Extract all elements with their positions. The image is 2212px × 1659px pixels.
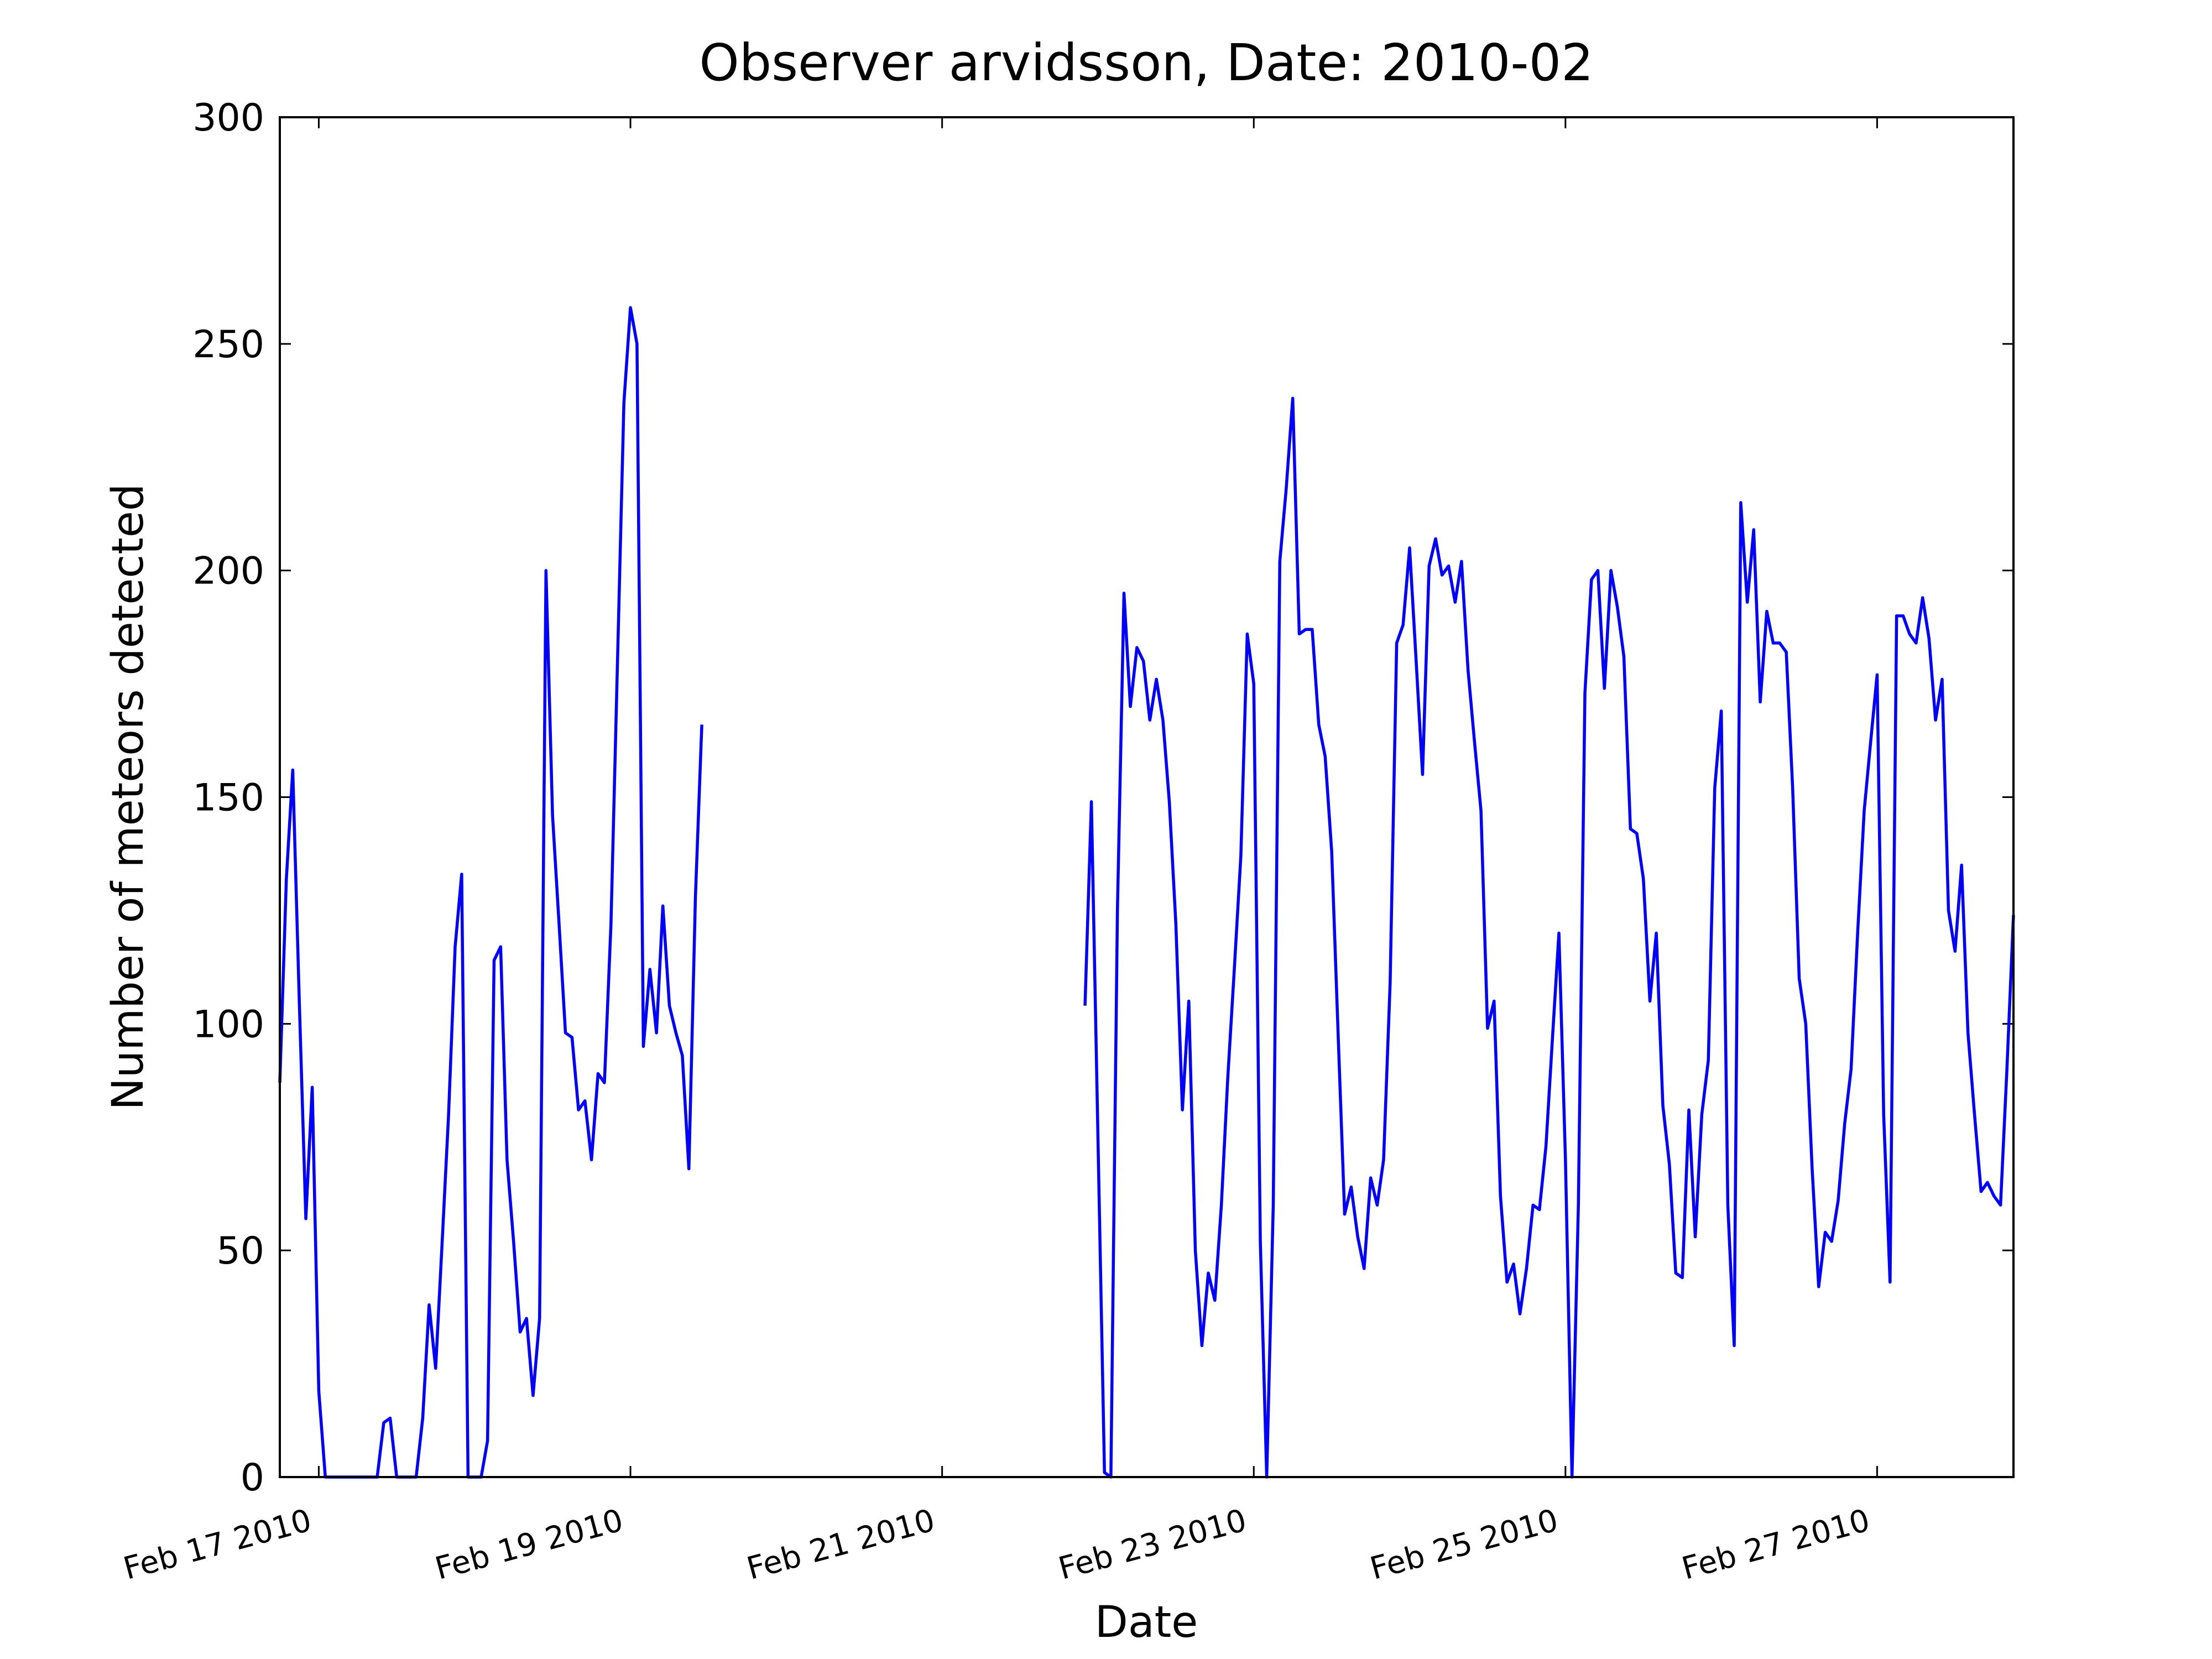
y-tick-label: 200 <box>192 550 264 593</box>
y-tick-label: 300 <box>192 96 264 140</box>
x-axis-label: Date <box>1095 1598 1198 1647</box>
y-tick-label: 0 <box>241 1456 264 1500</box>
chart-title: Observer arvidsson, Date: 2010-02 <box>699 33 1593 92</box>
plot-frame <box>279 116 2015 1478</box>
y-tick-label: 100 <box>192 1003 264 1046</box>
y-tick-label: 250 <box>192 323 264 367</box>
y-tick-label: 150 <box>192 776 264 820</box>
y-axis-label: Number of meteors detected <box>103 484 153 1110</box>
y-tick-label: 50 <box>216 1229 264 1273</box>
